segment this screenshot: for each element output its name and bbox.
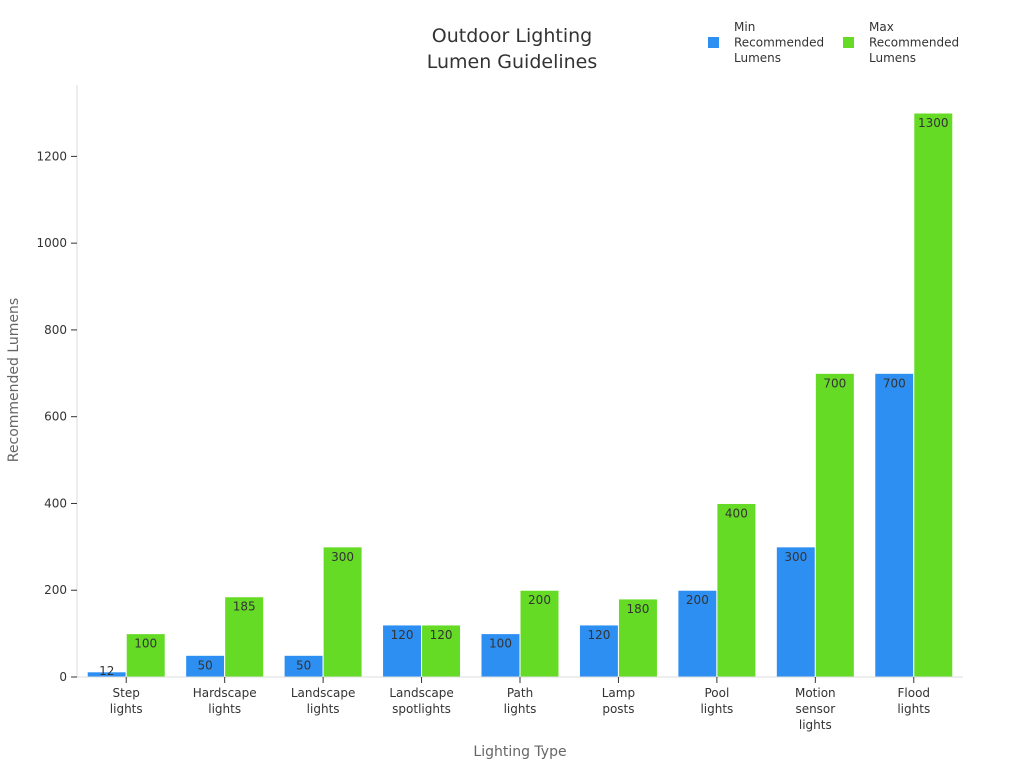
bar-max bbox=[716, 502, 757, 678]
data-label: 200 bbox=[528, 593, 551, 607]
legend-label: Recommended bbox=[869, 36, 959, 50]
data-label: 120 bbox=[430, 628, 453, 642]
data-label: 185 bbox=[233, 600, 256, 614]
data-label: 300 bbox=[331, 550, 354, 564]
y-tick-label: 1200 bbox=[36, 149, 67, 163]
y-tick-label: 600 bbox=[44, 410, 67, 424]
chart-title: Outdoor Lighting Lumen Guidelines bbox=[427, 25, 598, 73]
x-tick-label: sensor bbox=[795, 702, 835, 716]
x-tick-label: Pool bbox=[704, 686, 729, 700]
bar-max bbox=[519, 589, 560, 678]
x-tick-label: Path bbox=[507, 686, 533, 700]
bar-min bbox=[874, 372, 915, 678]
x-tick-label: lights bbox=[897, 702, 930, 716]
bars: 12 100 50 185 50 300 120 120 100 200 120 180 200 400 3… bbox=[86, 112, 954, 678]
bar-min bbox=[677, 589, 718, 678]
x-tick-label: lights bbox=[700, 702, 733, 716]
bar-max bbox=[814, 372, 855, 678]
x-tick-label: lights bbox=[504, 702, 537, 716]
bar-max bbox=[322, 546, 363, 678]
bar-max bbox=[224, 596, 265, 678]
data-label: 100 bbox=[489, 637, 512, 651]
x-tick-label: lights bbox=[208, 702, 241, 716]
legend-label: Recommended bbox=[734, 36, 824, 50]
y-tick-label: 800 bbox=[44, 323, 67, 337]
bar-max bbox=[421, 624, 462, 678]
x-tick-label: Step bbox=[113, 686, 140, 700]
x-tick-label: Flood bbox=[898, 686, 931, 700]
bar-min bbox=[382, 624, 423, 678]
legend-swatch bbox=[843, 37, 854, 48]
x-tick-label: spotlights bbox=[392, 702, 451, 716]
data-label: 400 bbox=[725, 506, 748, 520]
bar-min bbox=[775, 546, 816, 678]
data-label: 700 bbox=[823, 376, 846, 390]
x-tick-label: lights bbox=[110, 702, 143, 716]
x-tick-label: posts bbox=[602, 702, 634, 716]
x-tick-label: Hardscape bbox=[193, 686, 257, 700]
data-label: 700 bbox=[883, 376, 906, 390]
x-tick-label: Landscape bbox=[291, 686, 355, 700]
bar-max bbox=[617, 598, 658, 678]
legend-label: Lumens bbox=[734, 51, 781, 65]
y-tick-label: 0 bbox=[59, 670, 67, 684]
y-axis-label: Recommended Lumens bbox=[6, 298, 22, 462]
y-tick-label: 200 bbox=[44, 583, 67, 597]
data-label: 300 bbox=[784, 550, 807, 564]
bar-max bbox=[913, 112, 954, 678]
data-label: 50 bbox=[198, 658, 213, 672]
data-label: 1300 bbox=[918, 116, 949, 130]
data-label: 120 bbox=[587, 628, 610, 642]
y-tick-label: 400 bbox=[44, 496, 67, 510]
x-axis: Step lights Hardscape lights Landscape lights… bbox=[77, 676, 963, 732]
x-tick-label: lights bbox=[799, 718, 832, 732]
x-tick-label: lights bbox=[307, 702, 340, 716]
chart-title-line: Outdoor Lighting bbox=[432, 25, 592, 47]
x-tick-label: Motion bbox=[795, 686, 836, 700]
x-tick-label: Landscape bbox=[389, 686, 453, 700]
data-label: 100 bbox=[134, 637, 157, 651]
chart-title-line: Lumen Guidelines bbox=[427, 51, 598, 73]
x-axis-label: Lighting Type bbox=[473, 744, 566, 760]
y-axis: 0 200 400 600 800 1000 1200 bbox=[36, 85, 78, 684]
data-label: 12 bbox=[99, 664, 114, 678]
data-label: 120 bbox=[391, 628, 414, 642]
data-label: 200 bbox=[686, 593, 709, 607]
y-tick-label: 1000 bbox=[36, 236, 67, 250]
legend-label: Max bbox=[869, 20, 894, 34]
x-tick-label: Lamp bbox=[602, 686, 635, 700]
legend-label: Lumens bbox=[869, 51, 916, 65]
legend-swatch bbox=[708, 37, 719, 48]
data-label: 50 bbox=[296, 658, 311, 672]
legend-label: Min bbox=[734, 20, 755, 34]
data-label: 180 bbox=[626, 602, 649, 616]
